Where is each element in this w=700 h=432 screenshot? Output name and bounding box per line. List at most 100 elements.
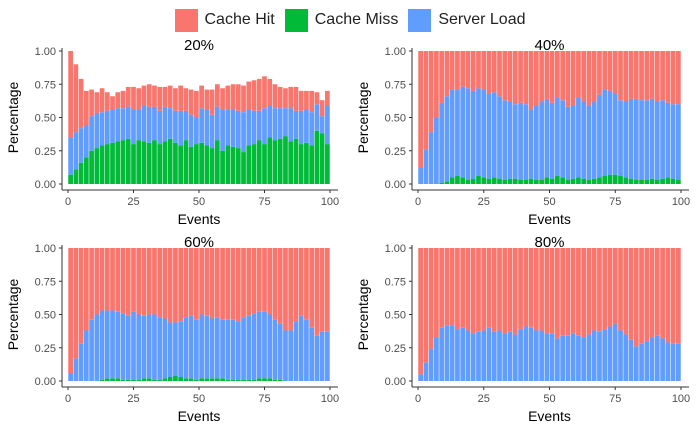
- bar-server-load: [319, 331, 325, 381]
- bar-server-load: [173, 322, 178, 376]
- bar-cache-miss: [581, 178, 587, 184]
- bar-cache-hit: [220, 88, 225, 110]
- bar-server-load: [256, 311, 262, 379]
- bar-cache-miss: [104, 378, 110, 381]
- bar-cache-hit: [586, 51, 592, 106]
- bar-cache-miss: [246, 145, 252, 184]
- bar-server-load: [612, 93, 618, 175]
- bar-cache-hit: [444, 51, 450, 97]
- bar-cache-hit: [439, 248, 445, 328]
- bar-server-load: [131, 311, 136, 380]
- bar-cache-hit: [325, 248, 330, 332]
- bar-server-load: [434, 337, 439, 381]
- bar-server-load: [267, 314, 273, 379]
- bar-cache-hit: [481, 51, 487, 90]
- bar-cache-miss: [633, 180, 639, 184]
- bar-cache-hit: [581, 248, 587, 338]
- bar-cache-miss: [173, 142, 178, 184]
- bar-server-load: [439, 102, 445, 183]
- bar-server-load: [623, 334, 629, 381]
- bar-cache-hit: [78, 248, 84, 344]
- bar-server-load: [502, 333, 508, 381]
- x-tick-label: 25: [127, 393, 139, 405]
- bar-server-load: [230, 109, 236, 147]
- bar-cache-hit: [649, 248, 655, 338]
- y-tick-label: 0.50: [35, 310, 56, 322]
- bar-cache-miss: [214, 378, 220, 381]
- bar-server-load: [512, 104, 518, 179]
- x-tick-label: 50: [543, 196, 555, 208]
- bar-cache-hit: [528, 51, 534, 110]
- bar-cache-miss: [465, 180, 471, 184]
- bar-server-load: [418, 374, 423, 381]
- y-tick-label: 0.00: [385, 179, 406, 191]
- bar-cache-hit: [586, 248, 592, 335]
- bar-server-load: [665, 342, 671, 381]
- bar-server-load: [528, 109, 534, 179]
- x-tick-label: 50: [193, 196, 205, 208]
- bar-cache-miss: [94, 148, 100, 184]
- x-tick-label: 75: [258, 196, 270, 208]
- bar-cache-miss: [288, 141, 294, 184]
- bar-cache-miss: [162, 141, 168, 184]
- bar-server-load: [146, 314, 152, 379]
- bar-cache-hit: [235, 84, 241, 111]
- bar-server-load: [152, 106, 157, 141]
- bar-cache-miss: [676, 180, 681, 184]
- bar-cache-hit: [639, 51, 644, 101]
- bar-cache-hit: [230, 248, 236, 320]
- bar-cache-miss: [141, 378, 147, 381]
- bar-cache-miss: [267, 137, 273, 184]
- bar-cache-miss: [660, 178, 665, 184]
- bar-cache-miss: [199, 378, 204, 381]
- bar-cache-miss: [120, 140, 126, 184]
- bar-cache-hit: [512, 248, 518, 335]
- bar-server-load: [325, 331, 330, 381]
- bar-server-load: [209, 114, 215, 149]
- bar-cache-hit: [73, 248, 79, 359]
- bar-server-load: [560, 335, 566, 381]
- bar-server-load: [660, 338, 665, 381]
- bar-server-load: [267, 105, 273, 138]
- bar-cache-hit: [204, 89, 210, 110]
- bar-server-load: [565, 335, 571, 381]
- bar-cache-miss: [99, 145, 105, 184]
- bar-cache-miss: [283, 136, 288, 184]
- bar-cache-miss: [146, 142, 152, 184]
- bar-server-load: [283, 108, 288, 137]
- bar-server-load: [183, 110, 189, 141]
- bar-server-load: [99, 112, 105, 146]
- bar-cache-hit: [434, 248, 439, 338]
- bar-cache-hit: [497, 51, 502, 97]
- bar-cache-hit: [665, 51, 671, 103]
- bar-cache-hit: [99, 88, 105, 113]
- bar-cache-hit: [131, 86, 136, 110]
- bar-server-load: [476, 331, 481, 381]
- bar-cache-hit: [68, 51, 73, 138]
- bar-server-load: [136, 314, 142, 380]
- bar-cache-hit: [272, 248, 278, 320]
- bar-cache-hit: [246, 81, 252, 110]
- bar-cache-miss: [214, 140, 220, 184]
- bar-server-load: [272, 319, 278, 380]
- bar-cache-hit: [444, 248, 450, 326]
- bar-server-load: [539, 330, 544, 381]
- bar-server-load: [162, 318, 168, 379]
- bar-cache-hit: [455, 248, 460, 330]
- bar-server-load: [199, 314, 204, 379]
- bar-cache-hit: [555, 248, 560, 339]
- bar-cache-hit: [256, 248, 262, 312]
- bar-server-load: [533, 105, 539, 181]
- panel-title: 40%: [534, 37, 564, 54]
- bar-cache-hit: [277, 86, 283, 109]
- bar-cache-miss: [481, 177, 487, 184]
- bar-cache-hit: [68, 248, 73, 374]
- bar-server-load: [220, 109, 225, 151]
- bar-cache-hit: [607, 51, 613, 91]
- bar-cache-miss: [507, 178, 513, 184]
- bar-cache-miss: [439, 182, 445, 184]
- bar-server-load: [523, 326, 529, 381]
- bar-server-load: [262, 311, 267, 379]
- bar-cache-hit: [676, 248, 681, 344]
- bar-server-load: [131, 109, 136, 145]
